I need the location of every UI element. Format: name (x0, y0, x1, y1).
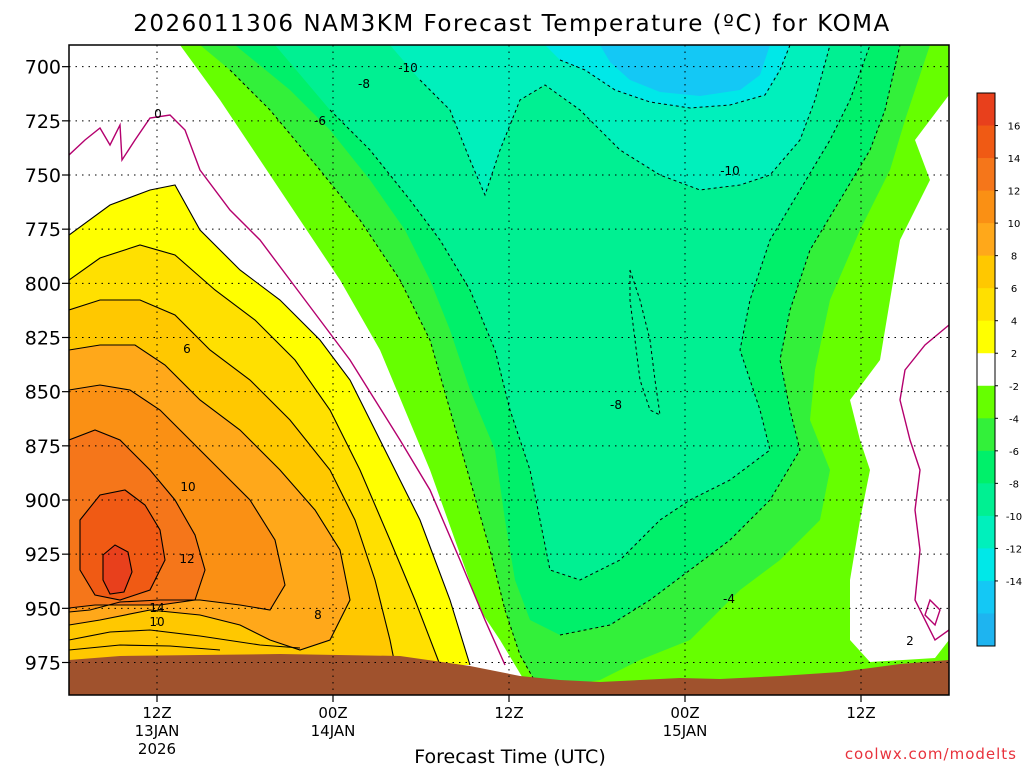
colorbar-tick-label: 10 (1008, 219, 1021, 230)
y-tick-label: 875 (25, 436, 61, 458)
contour-label: 2 (906, 634, 914, 648)
contour-label: -8 (358, 77, 370, 91)
colorbar-tick-label: 14 (1008, 154, 1021, 165)
y-tick-label: 750 (25, 165, 61, 187)
colorbar-swatch (977, 223, 995, 257)
colorbar-tick-label: 16 (1008, 122, 1021, 133)
colorbar-swatch (977, 450, 995, 484)
colorbar-swatch (977, 190, 995, 224)
colorbar-tick-label: -10 (1006, 512, 1022, 523)
contour-label: 8 (314, 608, 322, 622)
x-tick-label: 2026 (138, 740, 176, 758)
x-tick-label: 12Z (142, 704, 171, 722)
contour-label: 10 (149, 615, 164, 629)
contour-label: -4 (723, 592, 735, 606)
colorbar-tick-label: 6 (1011, 284, 1017, 295)
y-tick-label: 950 (25, 598, 61, 620)
colorbar-swatch (977, 483, 995, 517)
gridlines (69, 45, 949, 695)
colorbar-swatch (977, 580, 995, 614)
x-tick-label: 13JAN (135, 722, 180, 740)
contour-label: -10 (720, 164, 740, 178)
y-tick-label: 800 (25, 273, 61, 295)
x-tick-label: 12Z (846, 704, 875, 722)
colorbar-tick-label: 2 (1011, 349, 1017, 360)
y-tick-label: 725 (25, 111, 61, 133)
colorbar-swatch (977, 613, 995, 647)
colorbar: 16 14 12 10 8 6 4 2 -2 -4 -6 -8 -10 -12 -14 (976, 92, 1022, 647)
ground-surface (69, 654, 949, 695)
colorbar-tick-label: -14 (1006, 577, 1022, 588)
band-plus-14-to-plus-16 (80, 490, 165, 600)
x-axis-title: Forecast Time (UTC) (414, 746, 605, 768)
y-axis: 700 725 750 775 800 825 850 875 900 925 950 975 (25, 57, 69, 675)
colorbar-tick-label: -12 (1006, 544, 1022, 555)
colorbar-swatch (977, 548, 995, 582)
colorbar-tick-label: 8 (1011, 252, 1017, 263)
y-tick-label: 775 (25, 219, 61, 241)
contour-label: -6 (314, 114, 326, 128)
colorbar-tick-label: 4 (1011, 317, 1017, 328)
chart-title: 2026011306 NAM3KM Forecast Temperature (… (133, 11, 891, 37)
credit-label: coolwx.com/modelts (845, 745, 1017, 763)
colorbar-tick-label: -2 (1009, 382, 1019, 393)
contour-label: 12 (179, 552, 194, 566)
band-plus-16-to-plus-18 (103, 545, 132, 594)
colorbar-tick-label: -6 (1009, 447, 1019, 458)
x-tick-label: 00Z (670, 704, 699, 722)
colorbar-swatch (977, 255, 995, 289)
y-tick-label: 900 (25, 490, 61, 512)
freezing-line (69, 114, 949, 666)
band-minus-14-to-minus-16 (600, 45, 770, 96)
y-tick-label: 825 (25, 328, 61, 350)
colorbar-swatch (977, 385, 995, 419)
positive-contours (69, 184, 471, 666)
contour-label: 10 (180, 480, 195, 494)
y-tick-label: 700 (25, 57, 61, 79)
colorbar-swatch (977, 320, 995, 354)
x-tick-label: 14JAN (311, 722, 356, 740)
y-tick-label: 925 (25, 544, 61, 566)
colorbar-swatch (977, 125, 995, 159)
contour-label: 14 (149, 601, 164, 615)
x-tick-label: 15JAN (663, 722, 708, 740)
colorbar-swatch (977, 515, 995, 549)
y-tick-label: 850 (25, 382, 61, 404)
colorbar-frame (976, 92, 996, 647)
colorbar-tick-label: -4 (1009, 414, 1019, 425)
contour-label: 0 (154, 107, 162, 121)
colorbar-swatch (977, 93, 995, 127)
y-tick-label: 975 (25, 653, 61, 675)
colorbar-swatch (977, 288, 995, 322)
x-tick-label: 00Z (318, 704, 347, 722)
contour-label: -8 (610, 398, 622, 412)
colorbar-swatch (977, 418, 995, 452)
colorbar-tick-label: 12 (1008, 187, 1021, 198)
colorbar-swatch (977, 353, 995, 387)
contour-label: 6 (183, 342, 191, 356)
colorbar-swatch (977, 158, 995, 192)
plot-area (69, 45, 949, 695)
colorbar-tick-label: -8 (1009, 479, 1019, 490)
contour-label: -10 (398, 61, 418, 75)
x-tick-label: 12Z (494, 704, 523, 722)
negative-contours (229, 45, 901, 691)
